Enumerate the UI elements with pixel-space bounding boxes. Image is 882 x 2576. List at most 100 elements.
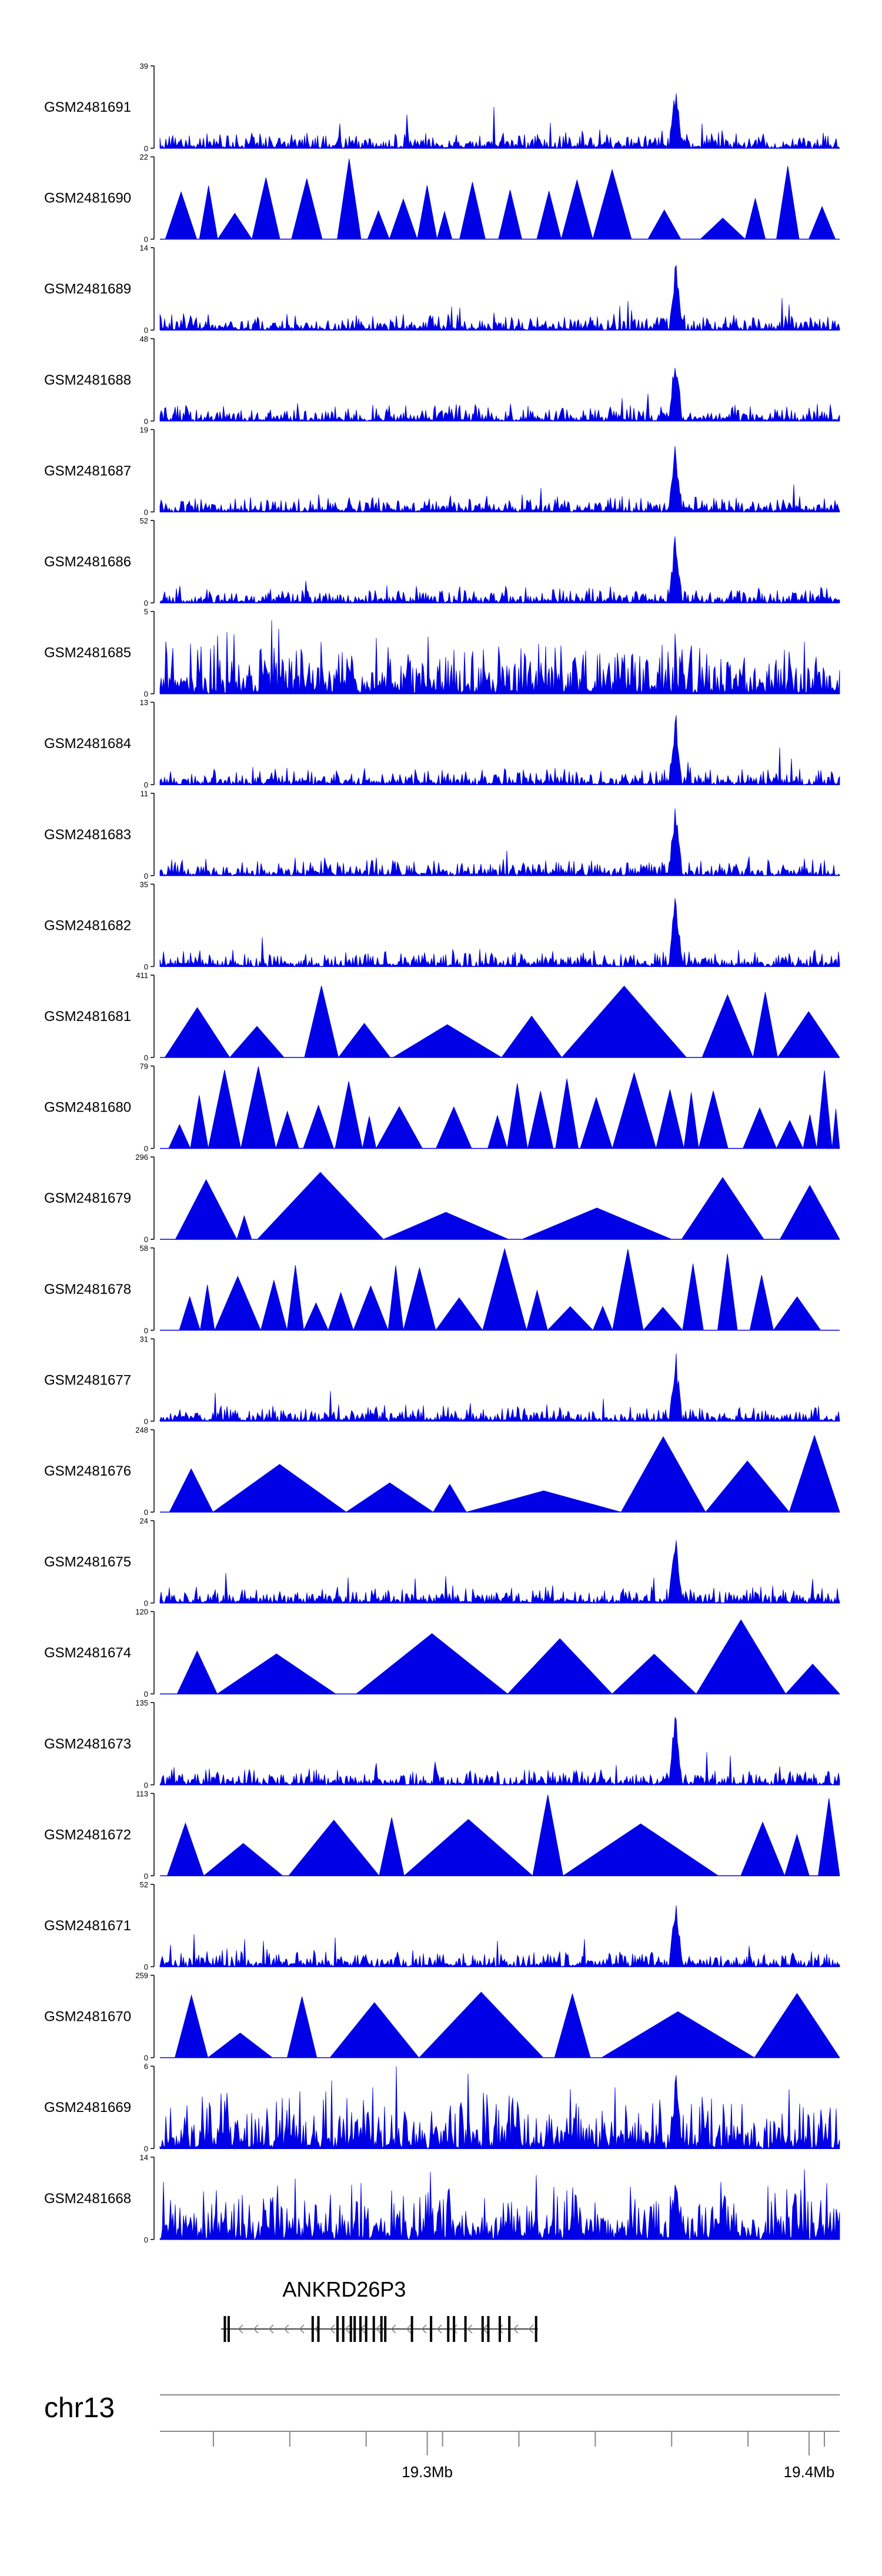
track-GSM2481672: GSM2481672 113 0 (44, 1789, 840, 1880)
strand-arrow (253, 2324, 259, 2334)
gene-exon (353, 2316, 356, 2342)
y-axis-max-label: 35 (140, 880, 148, 889)
signal-area (159, 93, 840, 149)
axis-tick-label: 19.4Mb (784, 2463, 835, 2481)
y-axis-zero-label: 0 (144, 326, 148, 335)
y-axis-zero-label: 0 (144, 2235, 148, 2244)
y-axis-max-label: 24 (140, 1517, 148, 1526)
signal-area (160, 1991, 840, 2058)
track-GSM2481687: GSM2481687 19 0 (44, 425, 840, 516)
chromosome-label: chr13 (44, 2393, 115, 2424)
track-GSM2481685: GSM2481685 5 0 (44, 608, 840, 699)
strand-arrow (497, 2324, 503, 2334)
gene-exon (359, 2316, 362, 2342)
signal-area (159, 808, 840, 876)
strand-arrow (375, 2324, 381, 2334)
signal-area (159, 715, 840, 786)
gene-track: ANKRD26P3 (220, 2277, 538, 2342)
signal-area (160, 1172, 840, 1240)
strand-arrow (268, 2324, 274, 2334)
signal-area (159, 536, 840, 604)
track-label: GSM2481681 (44, 1009, 131, 1025)
track-label: GSM2481690 (44, 191, 131, 206)
axis-tick-label: 19.3Mb (402, 2463, 453, 2481)
y-axis-max-label: 296 (135, 1153, 148, 1162)
y-axis-zero-label: 0 (144, 1963, 148, 1971)
gene-exon (317, 2316, 320, 2342)
signal-area (160, 985, 840, 1059)
track-GSM2481670: GSM2481670 259 0 (44, 1971, 840, 2063)
track-label: GSM2481688 (44, 372, 131, 388)
gene-exon (380, 2316, 383, 2342)
strand-arrow (513, 2324, 519, 2334)
gene-exon (453, 2316, 456, 2342)
track-GSM2481681: GSM2481681 411 0 (44, 971, 840, 1062)
gene-exon (342, 2316, 345, 2342)
y-axis-max-label: 411 (136, 971, 148, 980)
track-label: GSM2481684 (44, 736, 131, 752)
strand-arrow (528, 2324, 534, 2334)
track-label: GSM2481671 (44, 1918, 131, 1934)
signal-area (160, 1619, 840, 1694)
y-axis-zero-label: 0 (144, 2054, 148, 2063)
track-GSM2481676: GSM2481676 248 0 (44, 1426, 840, 1517)
y-axis-zero-label: 0 (144, 599, 148, 608)
strand-arrow (406, 2324, 412, 2334)
gene-exon (336, 2316, 339, 2342)
strand-arrow (436, 2324, 442, 2334)
y-axis-max-label: 135 (135, 1699, 148, 1707)
y-axis-zero-label: 0 (144, 235, 148, 244)
signal-area (160, 1066, 840, 1150)
y-axis-max-label: 248 (135, 1426, 148, 1434)
y-axis-zero-label: 0 (144, 1508, 148, 1517)
y-axis-zero-label: 0 (144, 1690, 148, 1699)
y-axis-max-label: 48 (140, 335, 148, 343)
track-label: GSM2481677 (44, 1372, 131, 1388)
gene-exon (481, 2316, 484, 2342)
gene-exon (430, 2316, 433, 2342)
track-label: GSM2481669 (44, 2100, 131, 2115)
strand-arrow (299, 2324, 305, 2334)
track-GSM2481675: GSM2481675 24 0 (44, 1517, 840, 1608)
signal-area (159, 1717, 840, 1786)
track-GSM2481680: GSM2481680 79 0 (44, 1062, 840, 1153)
signal-area (159, 264, 840, 331)
gene-exon (534, 2316, 537, 2342)
track-GSM2481669: GSM2481669 6 0 (44, 2062, 840, 2153)
track-GSM2481678: GSM2481678 58 0 (44, 1244, 840, 1335)
track-label: GSM2481686 (44, 554, 131, 570)
track-GSM2481671: GSM2481671 52 0 (44, 1880, 840, 1971)
strand-arrow (283, 2324, 289, 2334)
track-GSM2481679: GSM2481679 296 0 (44, 1153, 840, 1244)
track-label: GSM2481675 (44, 1554, 131, 1570)
y-axis-max-label: 39 (140, 62, 148, 71)
y-axis-zero-label: 0 (144, 1417, 148, 1426)
y-axis-zero-label: 0 (144, 2144, 148, 2153)
gene-exon (227, 2316, 230, 2342)
track-label: GSM2481691 (44, 99, 131, 115)
gene-exon (410, 2316, 413, 2342)
track-label: GSM2481673 (44, 1736, 131, 1752)
y-axis-max-label: 5 (144, 608, 148, 616)
y-axis-zero-label: 0 (144, 1599, 148, 1608)
track-label: GSM2481685 (44, 645, 131, 661)
genome-axis: chr13 19.3Mb 19.4Mb (44, 2393, 840, 2481)
y-axis-zero-label: 0 (144, 144, 148, 153)
y-axis-max-label: 11 (141, 789, 149, 798)
track-GSM2481677: GSM2481677 31 0 (44, 1334, 840, 1426)
track-label: GSM2481687 (44, 463, 131, 479)
signal-area (159, 620, 840, 695)
signal-area (160, 1794, 840, 1877)
y-axis-max-label: 120 (135, 1607, 148, 1616)
track-GSM2481668: GSM2481668 14 0 (44, 2153, 840, 2244)
y-axis-zero-label: 0 (144, 1053, 148, 1062)
signal-area (160, 158, 840, 241)
strand-arrow (345, 2324, 350, 2334)
track-label: GSM2481682 (44, 917, 131, 933)
gene-exon (508, 2316, 511, 2342)
y-axis-zero-label: 0 (144, 508, 148, 516)
strand-arrow (467, 2324, 473, 2334)
signal-tracks: GSM2481691390GSM2481690220GSM2481689140G… (44, 62, 840, 2244)
y-axis-max-label: 79 (140, 1062, 148, 1071)
gene-exon (447, 2316, 450, 2342)
